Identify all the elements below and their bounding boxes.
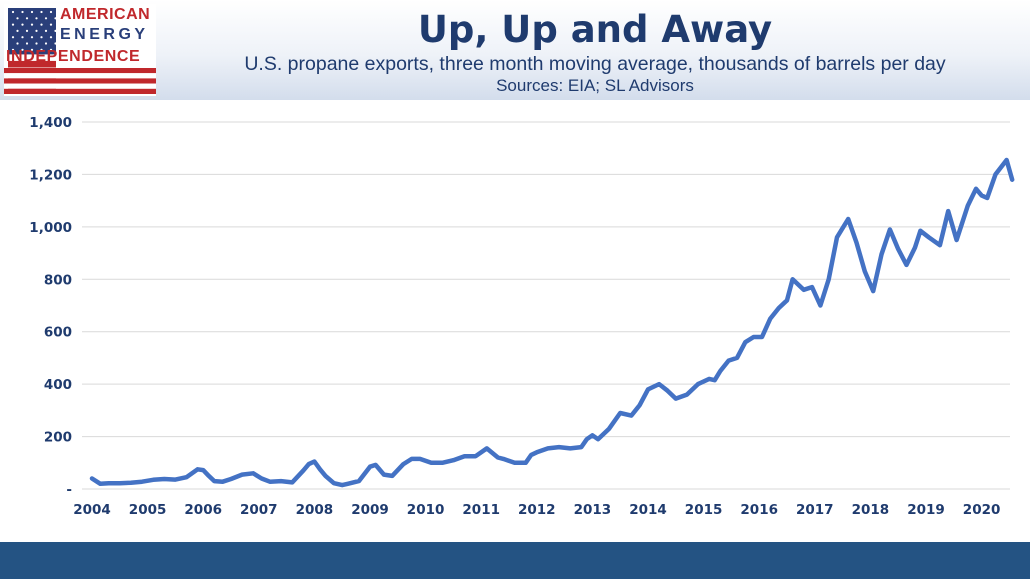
x-tick-label: 2019 <box>907 502 945 518</box>
chart-subtitle: U.S. propane exports, three month moving… <box>244 53 946 75</box>
header-banner: AMERICAN ENERGY INDEPENDENCE Up, Up and … <box>0 0 1030 100</box>
x-tick-label: 2008 <box>296 502 334 518</box>
series-group <box>89 157 1015 488</box>
x-tick-label: 2018 <box>852 502 890 518</box>
x-tick-label: 2004 <box>73 502 111 518</box>
x-tick-label: 2009 <box>351 502 389 518</box>
chart-title: Up, Up and Away <box>417 8 773 51</box>
logo-stripes <box>4 68 156 94</box>
logo-line-energy: ENERGY <box>60 26 149 43</box>
y-tick-label: 1,200 <box>29 167 72 183</box>
y-tick-label: 800 <box>44 272 72 288</box>
x-tick-label: 2012 <box>518 502 556 518</box>
x-tick-label: 2015 <box>685 502 723 518</box>
logo-line-american: AMERICAN <box>60 6 151 23</box>
x-tick-label: 2010 <box>407 502 445 518</box>
y-tick-label: 400 <box>44 377 72 393</box>
x-tick-label: 2016 <box>740 502 778 518</box>
x-tick-label: 2005 <box>129 502 167 518</box>
gridlines <box>82 121 1010 438</box>
x-axis-ticks: 2004 2005 2006 2007 2008 2009 2010 2011 2012 2013… <box>73 502 1000 518</box>
x-tick-label: 2013 <box>574 502 612 518</box>
y-tick-label: 600 <box>44 325 72 341</box>
logo: AMERICAN ENERGY INDEPENDENCE <box>4 4 156 96</box>
x-tick-label: 2020 <box>963 502 1001 518</box>
x-tick-label: 2011 <box>462 502 500 518</box>
y-tick-label: - <box>66 482 72 498</box>
footer-bar <box>0 542 1030 579</box>
logo-line-independence: INDEPENDENCE <box>6 48 141 65</box>
x-tick-label: 2014 <box>629 502 667 518</box>
x-tick-label: 2007 <box>240 502 278 518</box>
x-tick-label: 2017 <box>796 502 834 518</box>
y-tick-label: 1,000 <box>29 220 72 236</box>
y-axis-ticks: - 200 400 600 800 1,000 1,200 1,400 <box>29 115 72 498</box>
y-tick-label: 200 <box>44 430 72 446</box>
x-tick-label: 2006 <box>184 502 222 518</box>
series-line-propane-exports <box>89 157 1015 488</box>
y-tick-label: 1,400 <box>29 115 72 131</box>
chart-source: Sources: EIA; SL Advisors <box>496 76 694 95</box>
